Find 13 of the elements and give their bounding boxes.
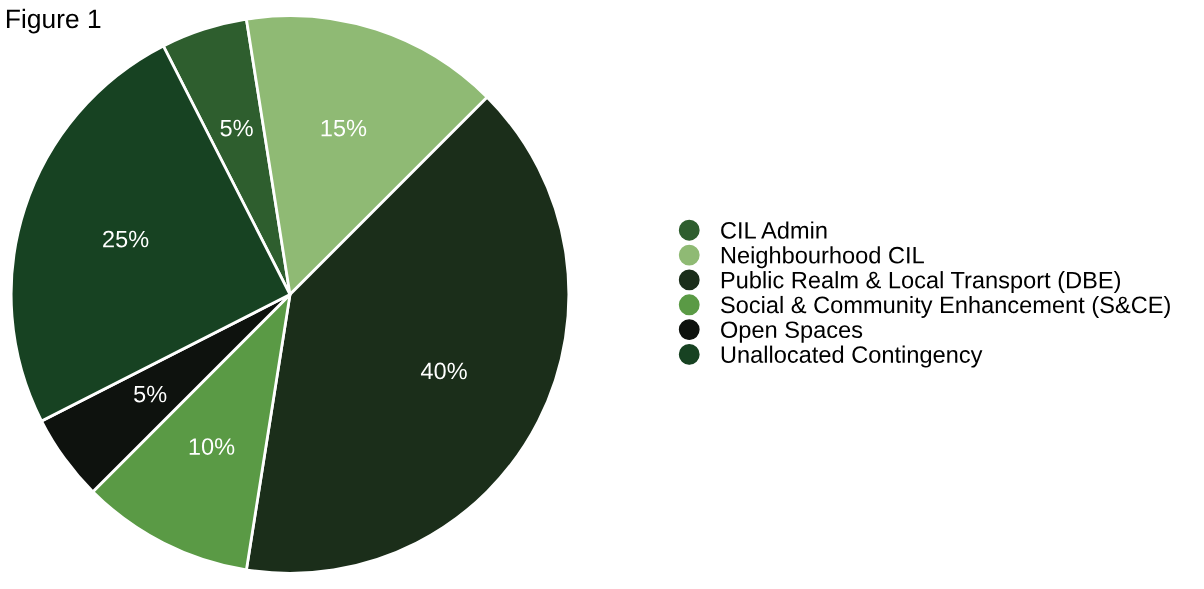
data-label: 5% bbox=[134, 385, 167, 403]
legend-label: Social & Community Enhancement (S&CE) bbox=[721, 295, 1170, 318]
chart-title: Figure 1 bbox=[6, 8, 101, 34]
data-label: 5% bbox=[220, 119, 253, 137]
data-label: 15% bbox=[321, 119, 367, 137]
data-label: 25% bbox=[103, 230, 149, 248]
data-label: 40% bbox=[420, 362, 467, 380]
data-label: 10% bbox=[189, 438, 235, 455]
legend-label: Public Realm & Local Transport (DBE) bbox=[721, 271, 1121, 294]
legend-label: Open Spaces bbox=[721, 321, 863, 343]
legend-label: Neighbourhood CIL bbox=[721, 246, 924, 269]
legend-label: CIL Admin bbox=[721, 221, 827, 239]
legend-label: Unallocated Contingency bbox=[721, 345, 983, 368]
